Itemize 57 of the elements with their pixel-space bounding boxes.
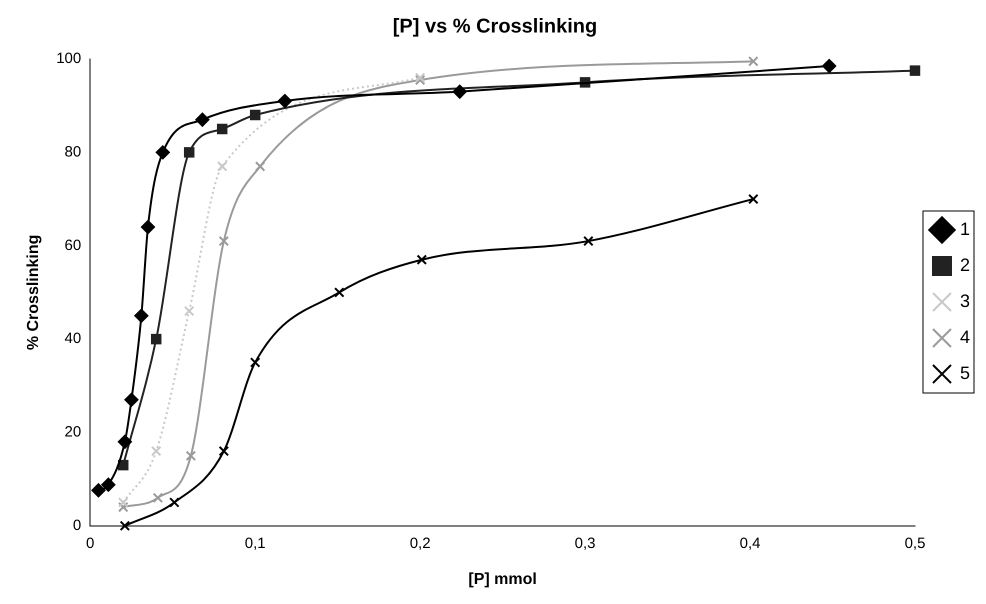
point [184, 147, 194, 158]
point [216, 124, 228, 134]
y-axis-title: % Crosslinking [25, 234, 42, 350]
point [186, 450, 196, 462]
y-tick-label: 60 [64, 236, 82, 254]
chart-title: [P] vs % Crosslinking [392, 16, 598, 38]
point [150, 334, 162, 344]
x-tick-label: 0,3 [574, 534, 596, 552]
legend-label: 2 [960, 254, 970, 275]
point [583, 236, 594, 246]
point [910, 65, 920, 76]
point [150, 446, 162, 456]
point [334, 287, 345, 298]
y-tick-label: 100 [56, 50, 82, 68]
point [216, 161, 228, 172]
legend-label: 3 [960, 290, 970, 311]
y-tick-label: 0 [72, 516, 82, 534]
legend-label: 1 [960, 218, 970, 239]
point [91, 483, 106, 498]
point [218, 236, 230, 246]
y-tick-label: 80 [64, 144, 82, 160]
point [278, 94, 292, 108]
point [250, 110, 260, 120]
point [748, 194, 759, 204]
point [414, 72, 426, 83]
point [452, 84, 467, 99]
point [156, 145, 170, 160]
x-tick-label: 0,5 [904, 534, 926, 552]
x-tick-label: 0,2 [410, 534, 431, 552]
point [414, 74, 426, 86]
point [134, 308, 148, 323]
point [250, 357, 260, 368]
point [140, 220, 155, 234]
point [218, 446, 230, 456]
point [101, 478, 116, 492]
y-tick-label: 20 [64, 424, 82, 441]
point [118, 502, 128, 512]
point [118, 497, 128, 508]
x-tick-label: 0 [86, 534, 94, 552]
point [822, 59, 836, 73]
point [118, 434, 132, 449]
x-tick-label: 0,4 [740, 534, 760, 552]
x-tick-label: 0,1 [244, 534, 266, 552]
point [195, 112, 210, 127]
point [152, 492, 164, 504]
legend-label: 4 [960, 326, 970, 347]
point [184, 306, 194, 316]
point [748, 56, 759, 67]
point [416, 254, 428, 265]
point [254, 161, 266, 172]
legend-label: 5 [960, 362, 970, 383]
point [118, 460, 128, 470]
point [120, 520, 130, 532]
point [169, 497, 180, 508]
y-tick-label: 40 [64, 330, 82, 348]
x-axis-title: [P] mmol [468, 570, 537, 588]
point [124, 392, 138, 407]
